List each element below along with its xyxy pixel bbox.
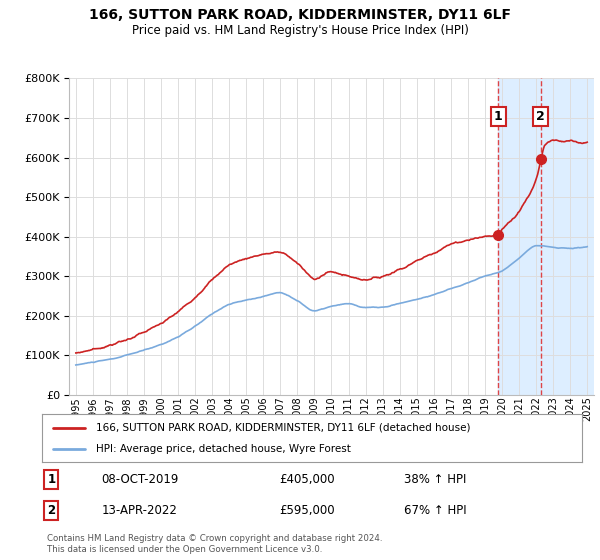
Text: 2: 2 <box>536 110 545 123</box>
Text: 2: 2 <box>47 504 56 517</box>
Text: 67% ↑ HPI: 67% ↑ HPI <box>404 504 466 517</box>
Text: 08-OCT-2019: 08-OCT-2019 <box>101 473 179 486</box>
Text: 166, SUTTON PARK ROAD, KIDDERMINSTER, DY11 6LF: 166, SUTTON PARK ROAD, KIDDERMINSTER, DY… <box>89 8 511 22</box>
Text: 1: 1 <box>47 473 56 486</box>
Text: £405,000: £405,000 <box>280 473 335 486</box>
Text: HPI: Average price, detached house, Wyre Forest: HPI: Average price, detached house, Wyre… <box>96 444 351 454</box>
Text: 166, SUTTON PARK ROAD, KIDDERMINSTER, DY11 6LF (detached house): 166, SUTTON PARK ROAD, KIDDERMINSTER, DY… <box>96 423 470 433</box>
Bar <box>498 78 594 395</box>
Text: Contains HM Land Registry data © Crown copyright and database right 2024.
This d: Contains HM Land Registry data © Crown c… <box>47 534 383 554</box>
Text: Price paid vs. HM Land Registry's House Price Index (HPI): Price paid vs. HM Land Registry's House … <box>131 24 469 36</box>
Text: 13-APR-2022: 13-APR-2022 <box>101 504 177 517</box>
Text: 1: 1 <box>494 110 502 123</box>
Text: 38% ↑ HPI: 38% ↑ HPI <box>404 473 466 486</box>
Text: £595,000: £595,000 <box>280 504 335 517</box>
